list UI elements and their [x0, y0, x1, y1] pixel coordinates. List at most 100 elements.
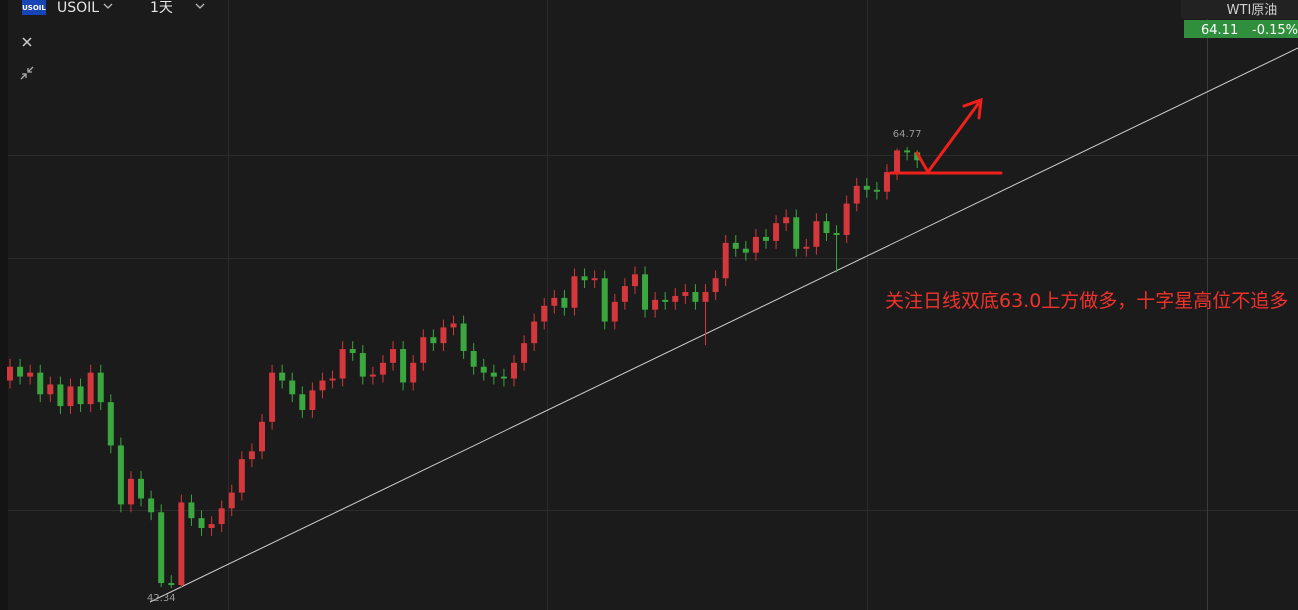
- candle-body: [621, 286, 628, 302]
- candle-body: [712, 278, 719, 293]
- candle-body: [228, 492, 235, 509]
- candle-body: [259, 421, 265, 452]
- candle-body: [178, 502, 185, 586]
- candle-body: [561, 297, 568, 308]
- candle-body: [823, 221, 830, 234]
- candle-body: [833, 233, 840, 235]
- candle-body: [470, 351, 477, 367]
- high-label: 64.77: [893, 129, 922, 140]
- candle-body: [349, 349, 356, 353]
- quote-change: -0.15%: [1252, 23, 1298, 38]
- candle-body: [631, 274, 638, 287]
- candle-body: [591, 278, 598, 281]
- candle-body: [198, 518, 205, 528]
- candle-body: [662, 299, 669, 302]
- candle-body: [369, 374, 376, 377]
- symbol[interactable]: USOIL: [57, 0, 99, 16]
- chevron[interactable]: [195, 3, 205, 9]
- candle-body: [238, 459, 245, 493]
- arrows: [888, 97, 1003, 175]
- candle-body: [57, 384, 64, 407]
- candle-body: [500, 376, 507, 379]
- annotation: 关注日线双底63.0上方做多，十字星高位不追多: [885, 290, 1289, 312]
- candle-body: [702, 292, 709, 302]
- candle-body: [400, 349, 407, 383]
- candle-body: [37, 372, 44, 395]
- candle-body: [551, 297, 558, 306]
- candle-body: [67, 386, 74, 407]
- left-strip: [0, 0, 8, 610]
- candle-body: [208, 524, 215, 528]
- candle-body: [289, 380, 296, 395]
- candle-body: [672, 295, 679, 302]
- candle-body: [531, 321, 538, 344]
- candle-body: [279, 372, 286, 381]
- interval[interactable]: 1天: [150, 0, 173, 16]
- candle-body: [460, 323, 467, 352]
- candle-body: [571, 276, 578, 308]
- candle-body: [359, 352, 366, 377]
- candle-body: [803, 246, 810, 249]
- candle-body: [430, 337, 437, 344]
- candle-body: [521, 343, 528, 363]
- candle-body: [248, 451, 255, 460]
- arrow-line: [926, 102, 980, 174]
- candle-body: [490, 372, 497, 377]
- candle-body: [158, 512, 165, 584]
- chevron[interactable]: [103, 3, 113, 9]
- candle-body: [440, 327, 447, 344]
- candle-body: [783, 217, 790, 224]
- candle-body: [27, 372, 34, 377]
- shrink-icon[interactable]: [20, 66, 34, 80]
- candle-body: [541, 305, 548, 322]
- candle-body: [148, 498, 155, 513]
- candle-body: [601, 278, 608, 322]
- candle-body: [17, 366, 24, 377]
- candle-body: [339, 349, 346, 379]
- candle-body: [692, 292, 699, 302]
- candle-body: [742, 248, 749, 253]
- candle-body: [390, 349, 397, 363]
- candle-body: [732, 242, 739, 249]
- candle-body: [652, 299, 659, 310]
- candle-body: [611, 301, 618, 322]
- candle-body: [299, 394, 306, 411]
- candles: 64.77 42.34: [7, 129, 921, 604]
- candle-body: [642, 274, 649, 310]
- quote-header: [1181, 0, 1298, 19]
- candle-body: [450, 323, 457, 328]
- candle-body: [511, 362, 517, 379]
- candle-body: [168, 583, 175, 586]
- quote-price: 64.11: [1201, 23, 1238, 38]
- logo-text: USOIL: [22, 4, 46, 12]
- candle-body: [117, 445, 124, 505]
- candle-body: [218, 508, 225, 525]
- candle-body: [853, 185, 860, 204]
- candle-body: [793, 217, 800, 249]
- candle-body: [269, 372, 276, 422]
- arrow-head: [962, 97, 983, 120]
- quote-bar: [1184, 20, 1298, 38]
- candle-body: [77, 386, 84, 405]
- candle-body: [309, 390, 316, 411]
- close-icon[interactable]: [22, 37, 32, 47]
- candle-body: [97, 372, 104, 403]
- candle-body: [813, 221, 820, 247]
- logo: [22, 0, 46, 15]
- candle-body: [87, 372, 94, 405]
- candle-body: [752, 236, 759, 253]
- candle-body: [329, 378, 336, 381]
- trend-line: [149, 47, 1298, 603]
- quote-name: WTI原油: [1227, 3, 1278, 18]
- low-label: 42.34: [147, 593, 176, 604]
- candle-body: [763, 236, 769, 241]
- candle-body: [722, 242, 729, 279]
- candle-body: [682, 292, 689, 296]
- candle-body: [883, 172, 890, 192]
- candle-body: [894, 150, 901, 173]
- candle-body: [410, 362, 417, 383]
- candle-body: [188, 502, 195, 519]
- candle-body: [319, 380, 326, 391]
- candle-body: [107, 402, 114, 446]
